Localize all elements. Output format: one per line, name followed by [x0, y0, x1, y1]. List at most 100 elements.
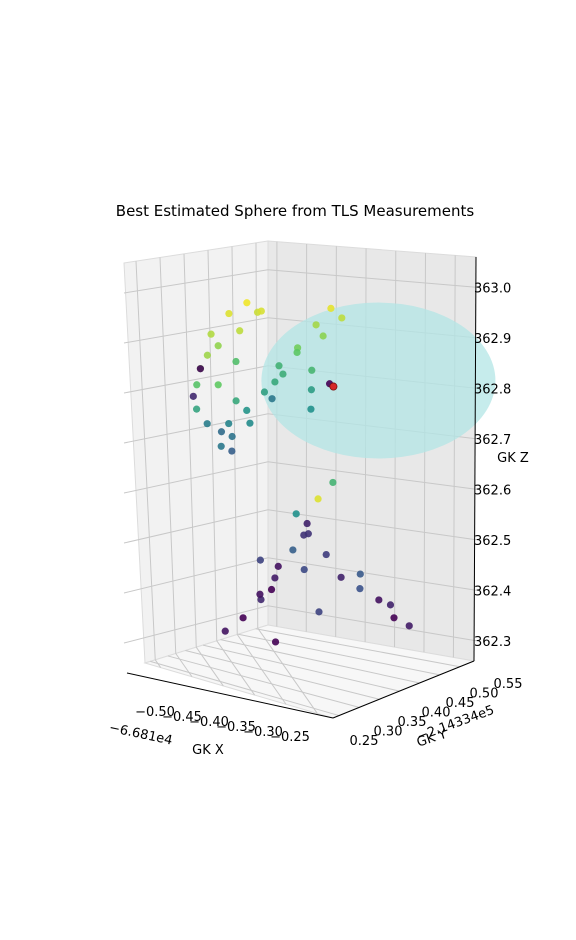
data-point [193, 381, 201, 389]
data-point [236, 327, 244, 335]
z-grid-line [123, 509, 477, 544]
data-point [356, 585, 364, 593]
data-point [268, 395, 276, 403]
y-axis-line [332, 660, 475, 719]
data-point [375, 596, 383, 604]
data-point [267, 585, 276, 594]
data-point [271, 574, 279, 582]
x-tick-label: −0.25 [270, 730, 310, 745]
data-point [327, 304, 335, 312]
data-point [193, 405, 201, 413]
y-tick-label: 0.25 [350, 734, 379, 749]
data-point [390, 614, 398, 622]
tick-labels: 362.3 362.4 362.5 362.6 362.7 362.8 362.9 363.0… [135, 281, 522, 749]
data-point [279, 370, 287, 378]
y-tick-label: 0.35 [398, 715, 427, 730]
x-grid-line [195, 646, 224, 687]
x-tick-label: −0.30 [243, 725, 283, 740]
z-grid-line [123, 461, 477, 494]
data-point [292, 510, 300, 518]
y-grid-line [185, 650, 380, 700]
data-point [386, 601, 395, 609]
data-point [221, 627, 229, 635]
data-point [196, 365, 204, 373]
data-point [256, 590, 264, 598]
data-point [405, 622, 413, 630]
data-point [274, 562, 282, 570]
z-tick-label: 362.6 [474, 483, 511, 498]
data-point [257, 596, 265, 604]
data-points [189, 299, 413, 646]
z-tick-label: 362.9 [474, 332, 511, 347]
z-tick-label: 362.5 [474, 534, 511, 549]
y-grid-line [255, 628, 460, 668]
sphere-layer [261, 302, 496, 459]
data-point [214, 381, 222, 389]
y-grid-line [150, 660, 340, 717]
data-point [232, 397, 240, 405]
data-point [232, 357, 240, 366]
data-point [225, 419, 233, 428]
z-axis-line [473, 256, 477, 662]
x-grid-line-wall [135, 261, 156, 660]
z-tick-label: 362.8 [474, 382, 511, 397]
data-point [289, 546, 297, 554]
data-point [228, 447, 236, 455]
y-tick-label: 0.45 [446, 696, 475, 711]
data-point [314, 495, 322, 503]
data-point [308, 366, 316, 374]
data-point [293, 348, 301, 357]
data-point [217, 442, 225, 450]
data-point [307, 386, 315, 394]
x-grid-line-wall [255, 242, 259, 629]
data-point [275, 362, 283, 370]
x-tick-label: −0.45 [162, 710, 202, 725]
data-point [303, 519, 311, 528]
y-tick-label: 0.55 [494, 677, 523, 692]
data-point [356, 570, 364, 578]
z-axis-label: GK Z [497, 451, 529, 466]
data-point [322, 550, 330, 559]
y-grid-line [220, 639, 420, 684]
data-point [203, 351, 211, 359]
data-point [243, 299, 251, 307]
data-point [203, 420, 211, 428]
data-point [246, 419, 254, 427]
data-point [315, 608, 323, 616]
sphere-surface [261, 302, 496, 459]
x-grid-line [257, 627, 318, 714]
x-grid-line-wall [159, 257, 177, 654]
data-point [257, 307, 265, 315]
data-point [256, 556, 264, 564]
data-point [214, 342, 222, 350]
x-tick-label: −0.50 [135, 705, 175, 720]
data-point [271, 378, 279, 386]
data-point [228, 432, 236, 441]
data-point [271, 638, 280, 646]
chart-title: Best Estimated Sphere from TLS Measureme… [116, 202, 475, 220]
data-point [217, 428, 226, 436]
y-tick-label: 0.40 [422, 706, 451, 721]
x-grid-line-wall [207, 250, 218, 641]
x-tick-label: −0.40 [189, 715, 229, 730]
data-point [312, 321, 320, 329]
z-grid-line [123, 557, 477, 594]
data-point [207, 330, 215, 338]
data-point [319, 332, 327, 340]
z-grid-line [123, 605, 477, 644]
z-grid-line [123, 269, 477, 294]
data-point [239, 614, 247, 622]
y-grid-line [167, 655, 360, 708]
x-grid-line-wall [231, 246, 238, 635]
x-grid-line-wall [183, 253, 197, 648]
data-point [189, 392, 197, 400]
data-point [300, 565, 308, 574]
y-tick-label: 0.50 [470, 687, 499, 702]
y-tick-label: 0.30 [374, 725, 403, 740]
y-grid-line [238, 633, 440, 676]
data-point [225, 309, 233, 318]
x-axis-line [126, 672, 334, 719]
data-point [307, 405, 315, 413]
sphere-center-point [329, 382, 338, 391]
data-point [243, 406, 251, 414]
